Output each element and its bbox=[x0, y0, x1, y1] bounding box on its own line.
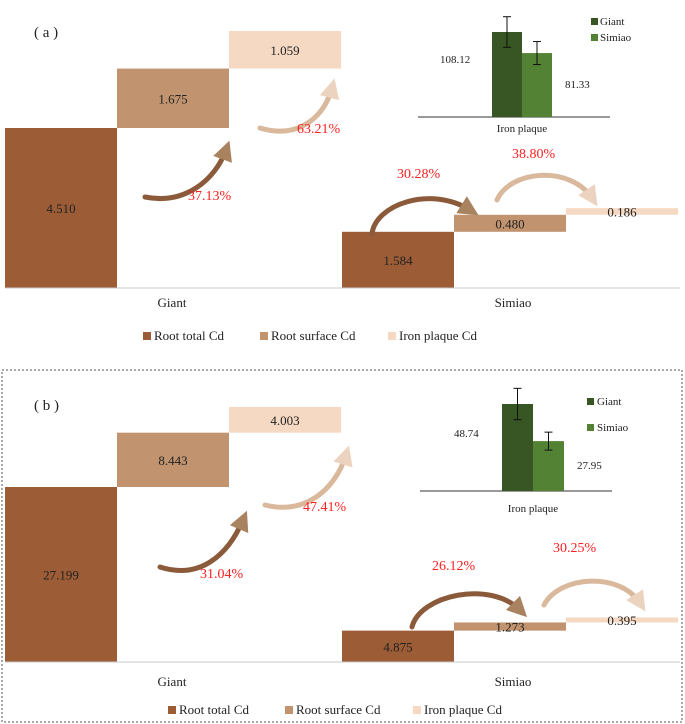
category-label-giant-a: Giant bbox=[158, 295, 187, 310]
inset-b-legend-swatch-simiao bbox=[587, 424, 594, 431]
pct-b-simiao-2: 30.25% bbox=[553, 541, 597, 556]
legend-b-root-surface: Root surface Cd bbox=[296, 702, 381, 717]
bar-group-a-simiao: 1.584 0.480 0.186 bbox=[342, 204, 678, 288]
inset-a-legend-giant: Giant bbox=[600, 16, 624, 28]
arrow-b-giant-2 bbox=[262, 445, 353, 510]
value-label-b-giant-root-surface: 8.443 bbox=[158, 453, 187, 468]
inset-b-legend-giant: Giant bbox=[597, 396, 621, 408]
inset-chart-a: 108.12 81.33 Iron plaque Giant Simiao bbox=[418, 16, 632, 135]
inset-b-legend-swatch-giant bbox=[587, 398, 594, 405]
bar-b-simiao-iron-plaque bbox=[566, 617, 678, 623]
bar-b-giant-iron-plaque bbox=[229, 406, 341, 433]
legend-a-root-surface: Root surface Cd bbox=[271, 328, 356, 343]
arrow-a-giant-1 bbox=[142, 140, 232, 201]
bar-a-simiao-root-total bbox=[342, 231, 454, 288]
value-label-a-simiao-iron-plaque: 0.186 bbox=[607, 204, 637, 219]
legend-b-swatch-root-surface bbox=[285, 706, 293, 714]
bar-a-simiao-root-surface bbox=[454, 214, 566, 232]
pct-b-giant-1: 31.04% bbox=[200, 567, 244, 582]
bar-b-giant-root-total bbox=[5, 487, 117, 662]
legend-b-swatch-root-total bbox=[168, 706, 176, 714]
arrow-b-giant-1 bbox=[157, 510, 249, 573]
inset-chart-b: 48.74 27.95 Iron plaque Giant Simiao bbox=[420, 387, 629, 515]
inset-b-error-giant bbox=[513, 387, 522, 421]
legend-a-swatch-root-total bbox=[143, 332, 151, 340]
inset-a-value-simiao: 81.33 bbox=[565, 79, 590, 91]
value-label-a-giant-iron-plaque: 1.059 bbox=[270, 43, 299, 58]
arrow-a-simiao-1 bbox=[369, 196, 479, 237]
legend-a-iron-plaque: Iron plaque Cd bbox=[399, 328, 477, 343]
bar-b-simiao-root-surface bbox=[454, 622, 566, 631]
pct-a-simiao-1: 30.28% bbox=[397, 167, 441, 182]
pct-b-simiao-1: 26.12% bbox=[432, 559, 476, 574]
panel-b: ( b ) 27.199 8.443 4.003 4.875 1.273 0.395 G… bbox=[1, 369, 683, 723]
pct-a-giant-1: 37.13% bbox=[188, 189, 232, 204]
inset-b-value-giant: 48.74 bbox=[454, 428, 479, 440]
inset-a-legend-swatch-simiao bbox=[591, 34, 598, 41]
bar-b-giant-root-surface bbox=[117, 432, 229, 487]
bar-a-giant-root-surface bbox=[117, 68, 229, 128]
value-label-b-giant-iron-plaque: 4.003 bbox=[270, 413, 299, 428]
arrow-a-simiao-2 bbox=[494, 172, 598, 207]
legend-a-swatch-iron-plaque bbox=[388, 332, 396, 340]
bar-group-b-simiao: 4.875 1.273 0.395 bbox=[342, 613, 678, 662]
pct-b-giant-2: 47.41% bbox=[303, 500, 347, 515]
value-label-a-giant-root-surface: 1.675 bbox=[158, 91, 187, 106]
panel-a-label: ( a ) bbox=[34, 25, 58, 41]
panel-b-label: ( b ) bbox=[34, 398, 59, 414]
value-label-b-simiao-iron-plaque: 0.395 bbox=[607, 613, 636, 628]
value-label-a-giant-root-total: 4.510 bbox=[46, 201, 75, 216]
category-label-simiao-b: Simiao bbox=[495, 674, 532, 689]
bar-a-giant-iron-plaque bbox=[229, 31, 341, 69]
inset-b-legend-simiao: Simiao bbox=[597, 422, 629, 434]
arrow-b-simiao-1 bbox=[409, 591, 528, 630]
legend-a-swatch-root-surface bbox=[260, 332, 268, 340]
legend-b-iron-plaque: Iron plaque Cd bbox=[424, 702, 502, 717]
legend-b: Root total Cd Root surface Cd Iron plaqu… bbox=[168, 702, 502, 717]
panel-b-border bbox=[1, 369, 683, 723]
inset-a-legend-swatch-giant bbox=[591, 18, 598, 25]
arrow-a-giant-2 bbox=[257, 78, 340, 134]
inset-b-error-simiao bbox=[544, 431, 553, 451]
value-label-b-simiao-root-total: 4.875 bbox=[383, 639, 412, 654]
inset-a-value-giant: 108.12 bbox=[440, 54, 470, 66]
legend-b-swatch-iron-plaque bbox=[413, 706, 421, 714]
legend-a-root-total: Root total Cd bbox=[154, 328, 225, 343]
bar-group-b-giant: 27.199 8.443 4.003 bbox=[5, 406, 341, 662]
legend-b-root-total: Root total Cd bbox=[179, 702, 250, 717]
inset-a-error-simiao bbox=[533, 41, 541, 66]
inset-b-value-simiao: 27.95 bbox=[577, 460, 602, 472]
category-label-simiao-a: Simiao bbox=[495, 295, 532, 310]
bar-b-simiao-root-total bbox=[342, 630, 454, 662]
value-label-a-simiao-root-surface: 0.480 bbox=[495, 216, 524, 231]
category-label-giant-b: Giant bbox=[158, 674, 187, 689]
panel-a: ( a ) 4.510 1.675 1.059 1.584 0.480 0.186 Gi… bbox=[5, 16, 680, 343]
inset-b-xlabel: Iron plaque bbox=[508, 503, 559, 515]
value-label-b-giant-root-total: 27.199 bbox=[43, 568, 79, 583]
pct-a-giant-2: 63.21% bbox=[297, 122, 341, 137]
bar-a-simiao-iron-plaque bbox=[566, 208, 678, 215]
pct-a-simiao-2: 38.80% bbox=[512, 147, 556, 162]
legend-a: Root total Cd Root surface Cd Iron plaqu… bbox=[143, 328, 477, 343]
value-label-a-simiao-root-total: 1.584 bbox=[383, 253, 413, 268]
inset-a-legend-simiao: Simiao bbox=[600, 32, 632, 44]
bar-a-giant-root-total bbox=[5, 128, 117, 288]
value-label-b-simiao-root-surface: 1.273 bbox=[495, 620, 524, 635]
inset-a-xlabel: Iron plaque bbox=[497, 123, 548, 135]
inset-a-error-giant bbox=[503, 16, 511, 48]
arrow-b-simiao-2 bbox=[541, 578, 646, 612]
bar-group-a-giant: 4.510 1.675 1.059 bbox=[5, 31, 341, 288]
